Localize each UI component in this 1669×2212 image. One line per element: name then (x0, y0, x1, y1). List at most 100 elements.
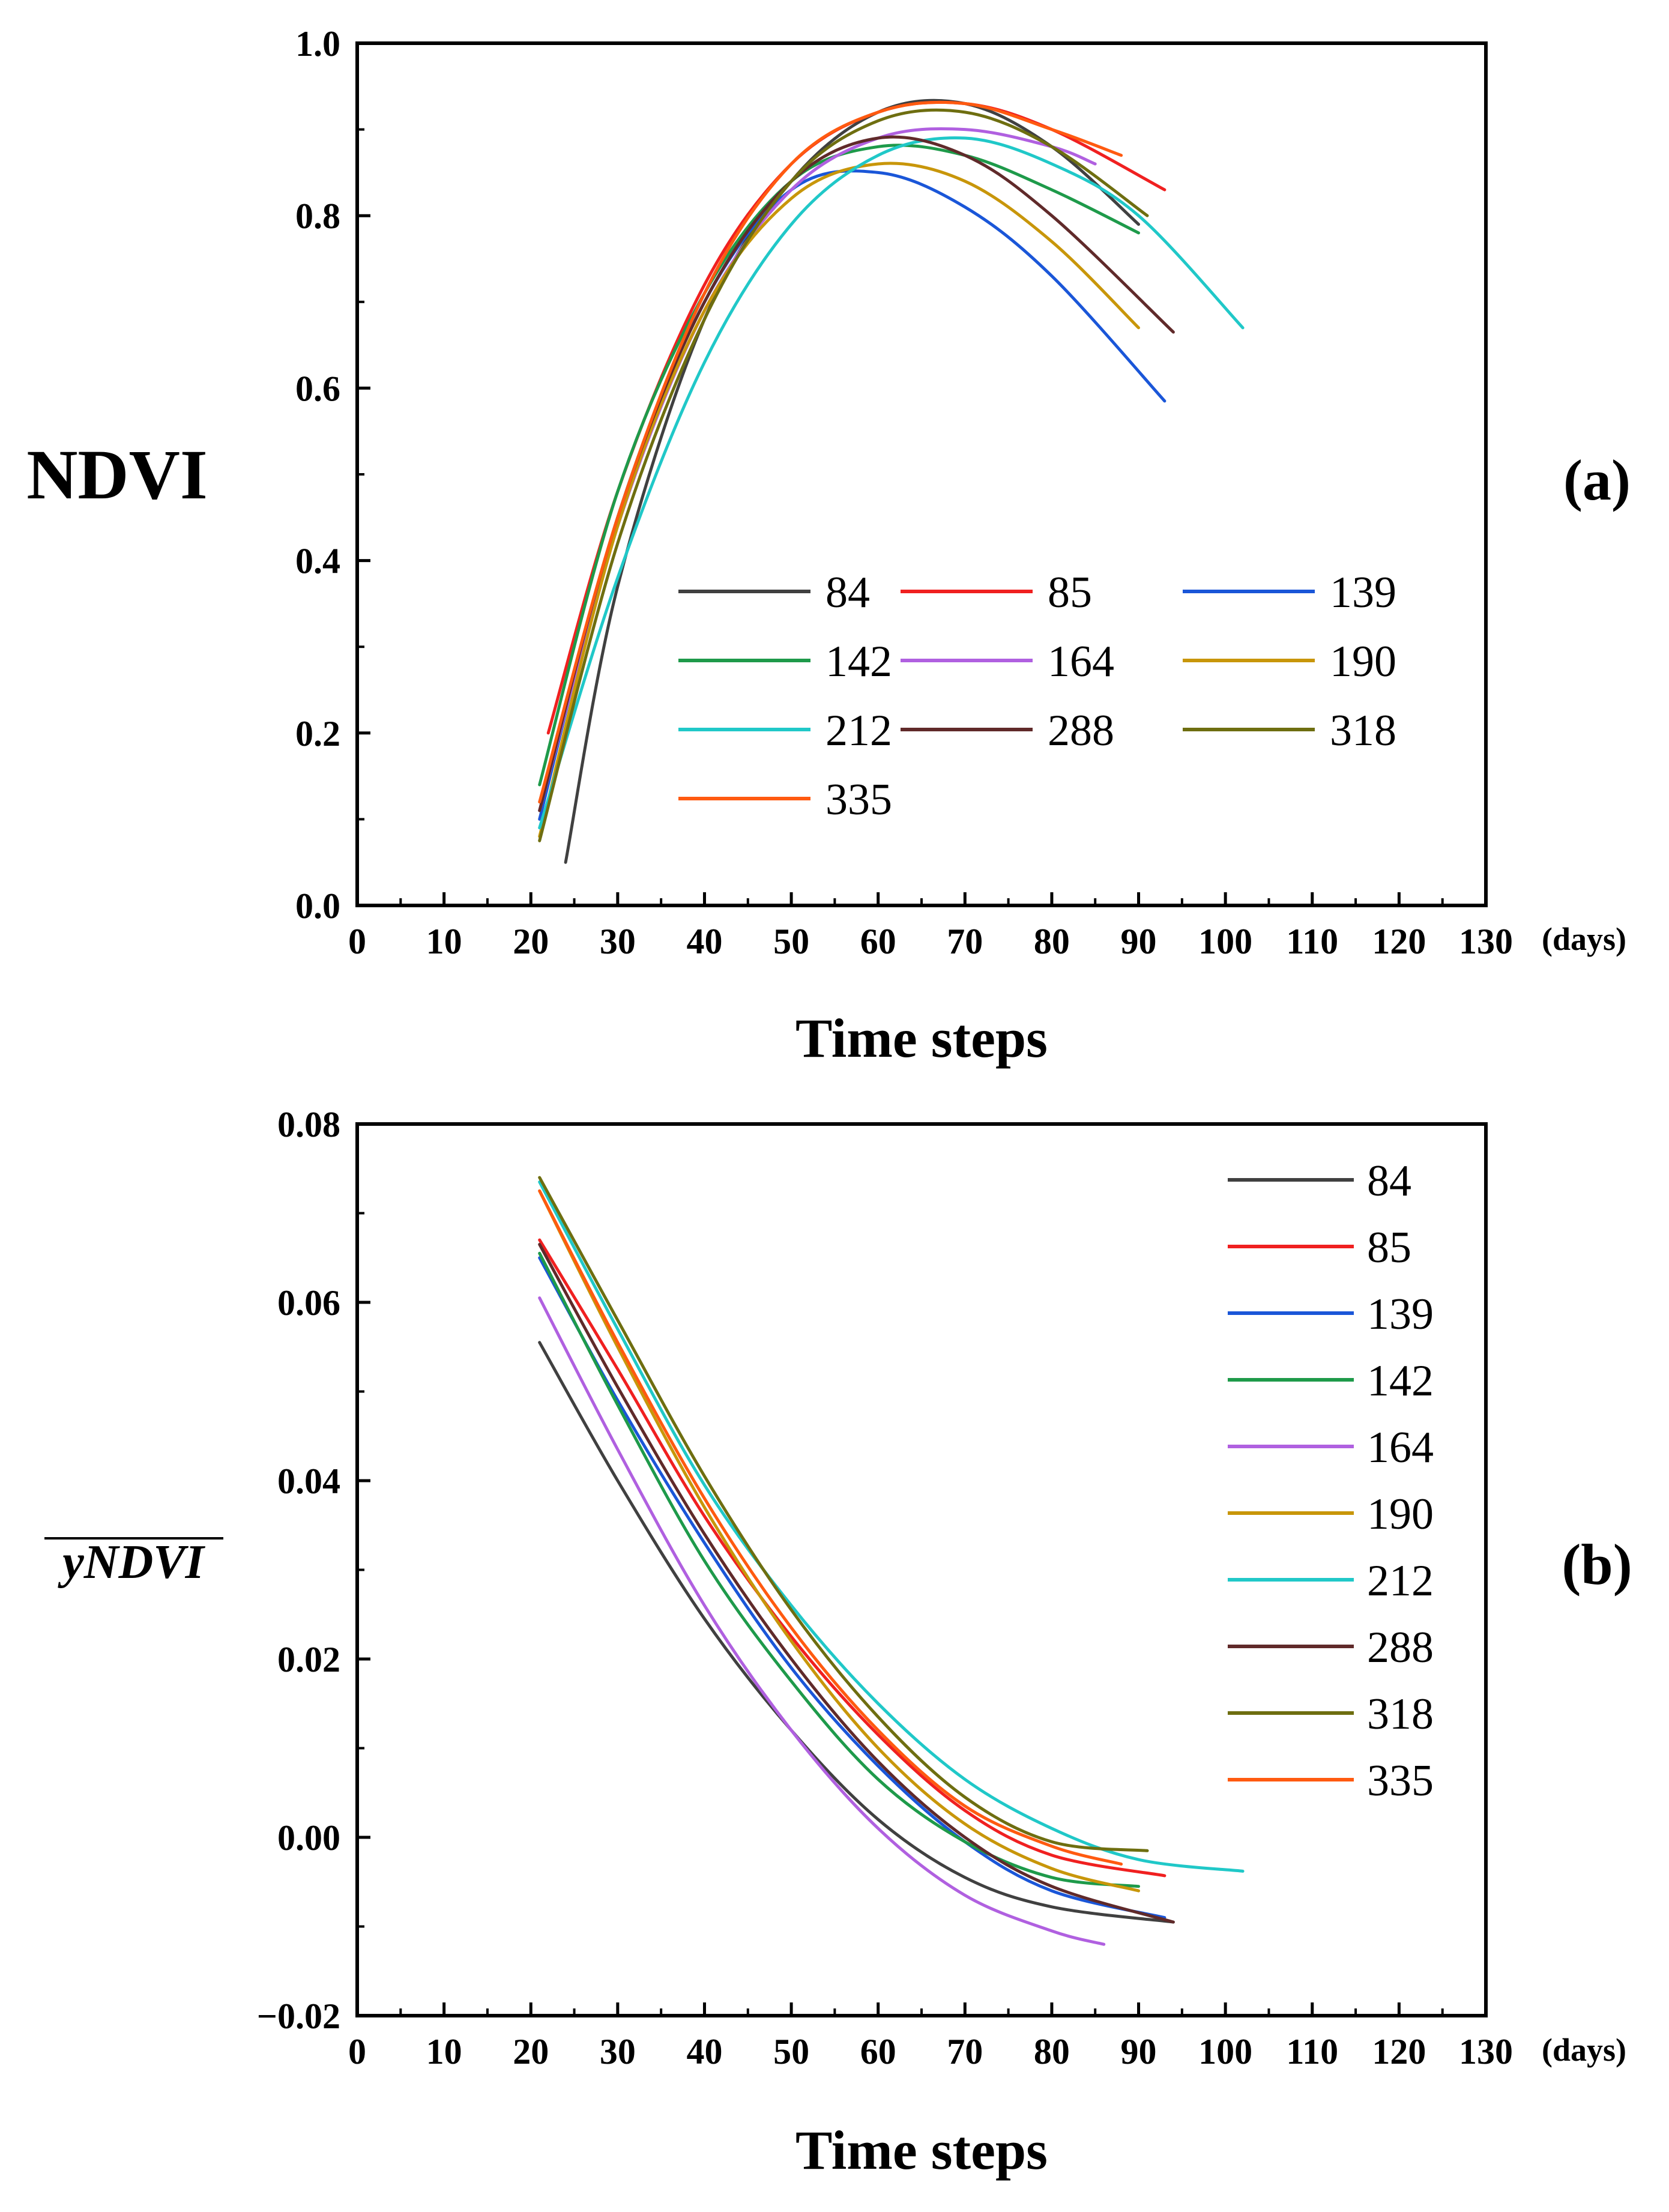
x-tick-label: 110 (1286, 922, 1338, 961)
x-tick-label: 90 (1121, 2032, 1157, 2071)
legend-label: 85 (1367, 1223, 1411, 1272)
series-line-190 (538, 162, 1140, 838)
series-line-84 (538, 1341, 1175, 1924)
legend-label: 139 (1330, 568, 1396, 617)
legend-item-85: 85 (901, 568, 1092, 617)
legend-item-318: 318 (1183, 706, 1396, 755)
panel-label: (a) (1563, 448, 1631, 512)
y-tick-label: 0.0 (295, 886, 340, 926)
x-tick-label: 10 (426, 2032, 462, 2071)
x-tick-label: 50 (773, 922, 809, 961)
y-tick-label: 0.00 (277, 1818, 340, 1858)
x-tick-label: 120 (1372, 922, 1426, 961)
series-line-142 (538, 1251, 1140, 1888)
legend-label: 212 (1367, 1556, 1434, 1606)
x-tick-label: 120 (1372, 2032, 1426, 2071)
x-tick-label: 40 (686, 2032, 722, 2071)
series-line-139 (538, 1256, 1166, 1920)
x-tick-label: 0 (348, 2032, 366, 2071)
y-axis-title: yNDVI (57, 1536, 205, 1589)
legend-item-318: 318 (1228, 1690, 1434, 1739)
x-tick-label: 20 (513, 922, 549, 961)
legend-label: 164 (1048, 637, 1114, 686)
x-unit-label: (days) (1542, 2032, 1626, 2068)
series-line-335 (538, 100, 1123, 804)
legend-item-288: 288 (1228, 1623, 1434, 1672)
x-tick-label: 50 (773, 2032, 809, 2071)
panel-b: 0 10 20 30 40 50 60 70 80 90 100 110 120 130 −0.02 0.00… (44, 1105, 1632, 2181)
x-tick-label: 130 (1459, 2032, 1513, 2071)
x-tick-label: 30 (600, 2032, 636, 2071)
panel-a: 0 10 20 30 40 50 60 70 80 90 100 110 120 130 0.0 0.2 0.4… (26, 24, 1631, 1069)
legend-item-288: 288 (901, 706, 1114, 755)
legend-label: 288 (1367, 1623, 1434, 1672)
legend-item-84: 84 (678, 568, 870, 617)
series-line-164 (538, 1296, 1106, 1946)
legend-label: 318 (1367, 1690, 1434, 1739)
x-tick-label: 90 (1121, 922, 1157, 961)
legend-label: 139 (1367, 1290, 1434, 1339)
legend-item-139: 139 (1228, 1290, 1434, 1339)
legend: 84 85 139 142 164 190 212 288 318 335 (1228, 1156, 1434, 1806)
legend: 84 85 139 142 164 190 212 288 318 335 (678, 568, 1396, 824)
legend-label: 142 (825, 637, 892, 686)
y-tick-label: 0.4 (295, 542, 340, 581)
series-line-335 (538, 1189, 1123, 1866)
legend-label: 288 (1048, 706, 1114, 755)
legend-label: 190 (1330, 637, 1396, 686)
x-axis-title: Time steps (795, 2120, 1048, 2181)
legend-label: 142 (1367, 1356, 1434, 1406)
y-tick-label: 0.08 (277, 1105, 340, 1144)
x-tick-label: 70 (947, 2032, 983, 2071)
series-line-85 (538, 1238, 1166, 1878)
legend-item-139: 139 (1183, 568, 1396, 617)
legend-item-142: 142 (1228, 1356, 1434, 1406)
x-tick-label: 60 (860, 922, 896, 961)
legend-item-164: 164 (901, 637, 1114, 686)
series-line-212 (538, 136, 1245, 830)
legend-item-212: 212 (1228, 1556, 1434, 1606)
legend-item-212: 212 (678, 706, 892, 755)
legend-label: 164 (1367, 1423, 1434, 1472)
y-axis-title: NDVI (26, 435, 208, 514)
series-lines (538, 98, 1245, 864)
x-tick-label: 80 (1034, 922, 1070, 961)
y-tick-label: 0.06 (277, 1283, 340, 1323)
legend-label: 212 (825, 706, 892, 755)
series-line-318 (538, 1176, 1149, 1852)
x-tick-label: 110 (1286, 2032, 1338, 2071)
x-tick-label: 130 (1459, 922, 1513, 961)
legend-item-190: 190 (1183, 637, 1396, 686)
y-tick-label: 0.04 (277, 1461, 340, 1501)
y-tick-label: 0.2 (295, 714, 340, 754)
y-tick-label: 0.02 (277, 1640, 340, 1679)
legend-item-84: 84 (1228, 1156, 1411, 1206)
panel-label: (b) (1562, 1532, 1632, 1597)
x-unit-label: (days) (1542, 921, 1626, 957)
x-tick-label: 100 (1198, 2032, 1252, 2071)
legend-label: 190 (1367, 1490, 1434, 1539)
legend-item-335: 335 (678, 775, 892, 824)
legend-label: 318 (1330, 706, 1396, 755)
legend-item-142: 142 (678, 637, 892, 686)
legend-item-85: 85 (1228, 1223, 1411, 1272)
x-tick-label: 0 (348, 922, 366, 961)
x-tick-label: 30 (600, 922, 636, 961)
x-tick-label: 10 (426, 922, 462, 961)
legend-item-164: 164 (1228, 1423, 1434, 1472)
x-axis-title: Time steps (795, 1008, 1048, 1069)
series-line-288 (538, 1243, 1175, 1924)
x-tick-label: 60 (860, 2032, 896, 2071)
legend-item-190: 190 (1228, 1490, 1434, 1539)
series-line-190 (538, 1189, 1140, 1893)
y-tick-label: −0.02 (257, 1996, 340, 2036)
x-tick-label: 40 (686, 922, 722, 961)
x-tick-label: 100 (1198, 922, 1252, 961)
legend-label: 335 (825, 775, 892, 824)
y-tick-label: 0.6 (295, 369, 340, 408)
x-tick-label: 20 (513, 2032, 549, 2071)
x-tick-label: 80 (1034, 2032, 1070, 2071)
legend-label: 85 (1048, 568, 1092, 617)
